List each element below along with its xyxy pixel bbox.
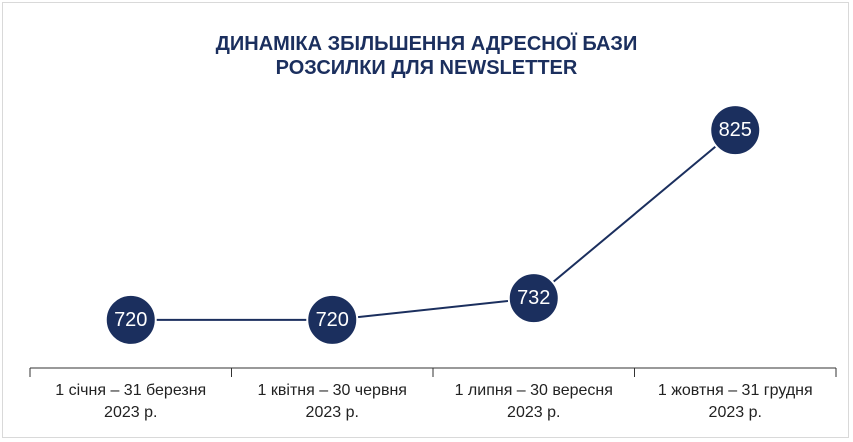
frame [2,2,849,438]
data-label: 825 [719,119,752,141]
x-tick-label: 1 квітня – 30 червня 2023 р. [257,382,407,421]
line [130,129,736,321]
data-label: 720 [114,309,147,331]
chart-title: ДИНАМІКА ЗБІЛЬШЕННЯ АДРЕСНОЇ БАЗИ РОЗСИЛ… [215,33,638,79]
x-tick-label: 1 липня – 30 вересня 2023 р. [454,382,613,421]
data-label: 720 [316,309,349,331]
point [709,104,762,157]
point [104,293,157,346]
x-tick-label: 1 жовтня – 31 грудня 2023 р. [657,382,813,421]
point [507,272,560,325]
data-label: 732 [517,287,550,309]
point [306,293,359,346]
x-tick-label: 1 січня – 31 березня 2023 р. [55,382,207,421]
